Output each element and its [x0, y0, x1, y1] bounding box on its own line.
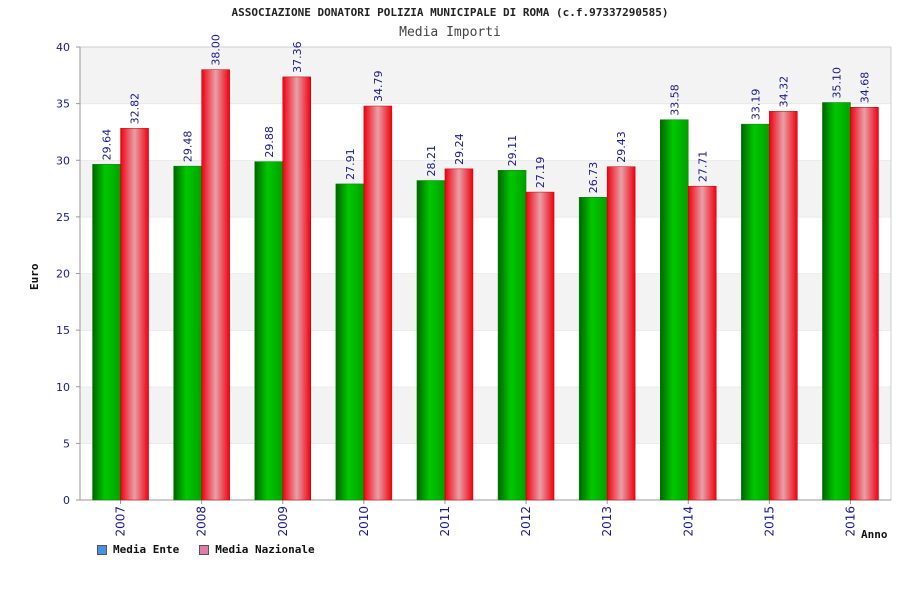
data-label-media-ente: 29.88 [263, 126, 276, 158]
data-label-media-nazionale: 37.36 [291, 41, 304, 73]
bar-media-nazionale [201, 69, 230, 501]
data-label-media-ente: 26.73 [587, 162, 600, 194]
bar-media-ente [660, 119, 689, 501]
x-tick-label: 2016 [843, 506, 857, 537]
data-label-media-nazionale: 38.00 [210, 34, 223, 66]
y-tick-label: 15 [56, 324, 70, 337]
bar-media-nazionale [444, 168, 474, 501]
bar-media-nazionale [282, 76, 311, 501]
data-label-media-ente: 27.91 [344, 148, 357, 180]
x-tick-label: 2012 [519, 506, 533, 537]
x-tick-label: 2015 [762, 506, 776, 537]
bar-media-nazionale [688, 185, 717, 501]
data-label-media-nazionale: 27.71 [696, 151, 709, 183]
bar-media-nazionale [769, 111, 798, 501]
data-label-media-nazionale: 29.43 [615, 131, 628, 163]
y-tick-label: 40 [56, 41, 70, 54]
data-label-media-ente: 33.58 [668, 84, 681, 116]
bar-media-ente [578, 197, 608, 501]
y-tick-label: 0 [63, 494, 70, 507]
bar-media-nazionale [363, 105, 393, 501]
data-label-media-ente: 33.19 [749, 89, 762, 121]
y-tick-label: 25 [56, 211, 70, 224]
y-axis-label: Euro [28, 263, 41, 291]
x-tick-label: 2008 [195, 506, 209, 537]
data-label-media-ente: 29.64 [101, 129, 114, 161]
bar-media-ente [173, 165, 202, 501]
x-tick-label: 2013 [600, 506, 614, 537]
bar-media-nazionale [850, 106, 879, 501]
data-label-media-nazionale: 34.79 [372, 71, 385, 103]
x-axis-label: Anno [861, 528, 888, 541]
bar-media-ente [335, 183, 365, 501]
chart-title: ASSOCIAZIONE DONATORI POLIZIA MUNICIPALE… [231, 6, 669, 19]
data-label-media-nazionale: 27.19 [534, 157, 547, 189]
y-tick-label: 20 [56, 268, 70, 281]
bar-media-ente [741, 123, 770, 501]
legend: Media Ente Media Nazionale [97, 543, 315, 556]
bar-media-nazionale [525, 191, 555, 501]
data-label-media-nazionale: 32.82 [129, 93, 142, 125]
legend-label-media-nazionale: Media Nazionale [215, 543, 315, 556]
data-labels: 29.64 32.82 29.48 38.00 29.88 37.36 27.91 34.79… [101, 34, 872, 193]
x-tick-label: 2007 [114, 506, 128, 537]
bar-media-ente [254, 161, 283, 501]
x-tick-label: 2009 [276, 506, 290, 537]
data-label-media-nazionale: 34.32 [777, 76, 790, 108]
x-tick-label: 2014 [681, 506, 695, 537]
y-tick-label: 5 [63, 437, 70, 450]
bar-media-ente [497, 170, 527, 501]
chart-subtitle: Media Importi [399, 25, 501, 40]
bars [92, 69, 879, 501]
legend-item-media-ente: Media Ente [97, 543, 179, 556]
data-label-media-nazionale: 34.68 [858, 72, 871, 104]
data-label-media-ente: 29.48 [182, 131, 195, 163]
legend-swatch-media-nazionale [199, 544, 210, 555]
data-label-media-ente: 35.10 [830, 67, 843, 99]
legend-swatch-media-ente [97, 544, 107, 555]
legend-item-media-nazionale: Media Nazionale [199, 543, 315, 556]
bar-media-nazionale [120, 128, 149, 501]
y-tick-label: 35 [56, 98, 70, 111]
bar-media-ente [92, 164, 121, 501]
data-label-media-ente: 28.21 [425, 145, 438, 177]
bar-media-nazionale [606, 166, 636, 501]
bar-media-ente [822, 102, 851, 501]
y-tick-label: 10 [56, 381, 70, 394]
data-label-media-nazionale: 29.24 [453, 133, 466, 165]
bar-media-ente [416, 180, 446, 501]
legend-label-media-ente: Media Ente [113, 543, 180, 556]
x-tick-label: 2010 [357, 506, 371, 537]
y-tick-label: 30 [56, 154, 70, 167]
x-tick-label: 2011 [438, 506, 452, 537]
data-label-media-ente: 29.11 [506, 135, 519, 167]
